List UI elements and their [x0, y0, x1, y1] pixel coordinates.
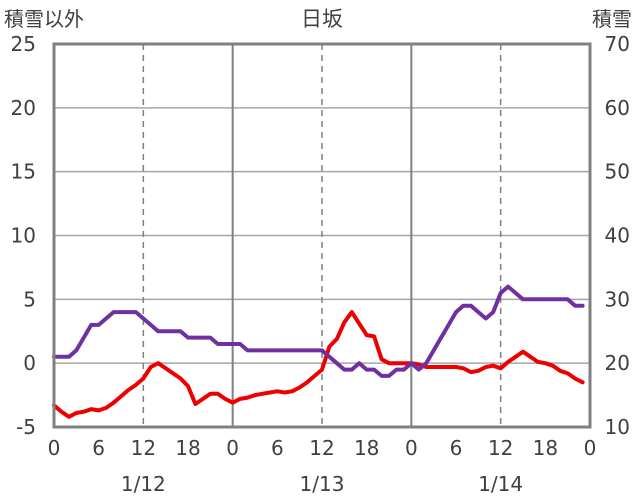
- x-tick-label: 6: [450, 436, 463, 460]
- left-tick-label: 25: [11, 32, 36, 56]
- right-tick-label: 40: [605, 224, 630, 248]
- x-tick-label: 0: [405, 436, 418, 460]
- x-tick-label: 0: [48, 436, 61, 460]
- series-line-snow: [52, 284, 585, 378]
- date-label: 1/14: [478, 472, 523, 496]
- left-tick-label: 20: [11, 96, 36, 120]
- left-tick-label: 0: [23, 351, 36, 375]
- left-tick-label: 5: [23, 287, 36, 311]
- right-tick-label: 70: [605, 32, 630, 56]
- right-tick-label: 10: [605, 415, 630, 439]
- x-tick-label: 6: [92, 436, 105, 460]
- x-tick-label: 12: [309, 436, 334, 460]
- x-tick-label: 0: [226, 436, 239, 460]
- plot-frame: [52, 42, 592, 429]
- series-line-non-snow: [52, 310, 585, 419]
- right-axis-label: 積雪: [592, 7, 632, 31]
- x-tick-label: 6: [271, 436, 284, 460]
- x-tick-label: 18: [354, 436, 379, 460]
- right-tick-label: 30: [605, 287, 630, 311]
- right-tick-label: 60: [605, 96, 630, 120]
- right-tick-label: 50: [605, 160, 630, 184]
- right-tick-label: 20: [605, 351, 630, 375]
- date-label: 1/13: [300, 472, 345, 496]
- series-layer: [52, 284, 585, 419]
- left-tick-label: 15: [11, 160, 36, 184]
- left-axis-label: 積雪以外: [4, 7, 84, 31]
- x-tick-label: 12: [488, 436, 513, 460]
- x-tick-label: 0: [584, 436, 597, 460]
- date-label: 1/12: [121, 472, 166, 496]
- chart-title: 日坂: [301, 7, 343, 31]
- x-tick-label: 18: [175, 436, 200, 460]
- x-tick-label: 12: [131, 436, 156, 460]
- x-tick-label: 18: [533, 436, 558, 460]
- left-tick-label: 10: [11, 224, 36, 248]
- left-tick-label: -5: [16, 415, 36, 439]
